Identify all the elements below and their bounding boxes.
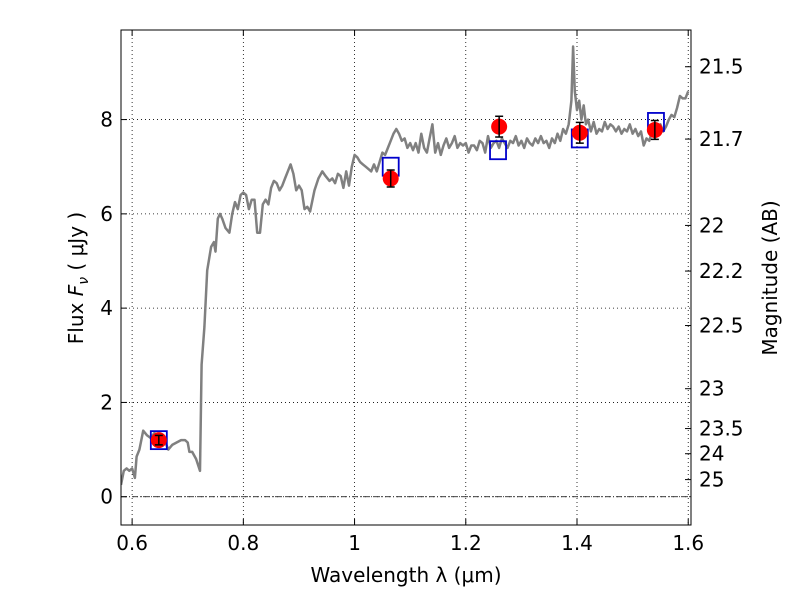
y-axis-label-prefix: Flux [64, 296, 88, 344]
axis-ticks: 0.6 0.8 1 1.2 1.4 1.60246821.521.72222.222.52… [100, 30, 744, 555]
y2-tick-label: 22.2 [699, 259, 744, 283]
y-tick-label: 6 [100, 202, 113, 226]
y-tick-label: 8 [100, 108, 113, 132]
observed-photometry-markers [150, 115, 663, 449]
plot-area [121, 45, 690, 486]
model-photometry-box [489, 140, 507, 161]
x-tick-label: 1.4 [561, 531, 593, 555]
plot-frame [120, 29, 692, 526]
y2-tick-label: 21.5 [699, 55, 744, 79]
y-axis-label-subscript: ν [76, 277, 92, 285]
x-tick-label: 0.8 [227, 531, 259, 555]
y2-tick-label: 22 [699, 213, 724, 237]
x-tick-label: 1.2 [450, 531, 482, 555]
y2-tick-label: 24 [699, 442, 724, 466]
y2-tick-label: 21.7 [699, 127, 744, 151]
x-axis-label: Wavelength λ (μm) [310, 563, 501, 587]
y-tick-label: 0 [100, 485, 113, 509]
grid-lines [121, 30, 691, 525]
x-tick-label: 1.6 [672, 531, 704, 555]
y2-tick-label: 25 [699, 468, 724, 492]
y2-tick-label: 22.5 [699, 314, 744, 338]
y2-tick-label: 23.5 [699, 417, 744, 441]
y-tick-label: 2 [100, 390, 113, 414]
y-axis-label: Flux Fν ( μJy ) [64, 212, 92, 344]
x-tick-label: 1 [348, 531, 361, 555]
model-spectrum-line [121, 45, 690, 486]
y2-tick-label: 23 [699, 377, 724, 401]
x-tick-label: 0.6 [116, 531, 148, 555]
y2-axis-label: Magnitude (AB) [758, 200, 782, 355]
y-axis-label-suffix: ( μJy ) [64, 212, 88, 277]
y-tick-label: 4 [100, 296, 113, 320]
y-axis-label-symbol: F [64, 284, 88, 296]
